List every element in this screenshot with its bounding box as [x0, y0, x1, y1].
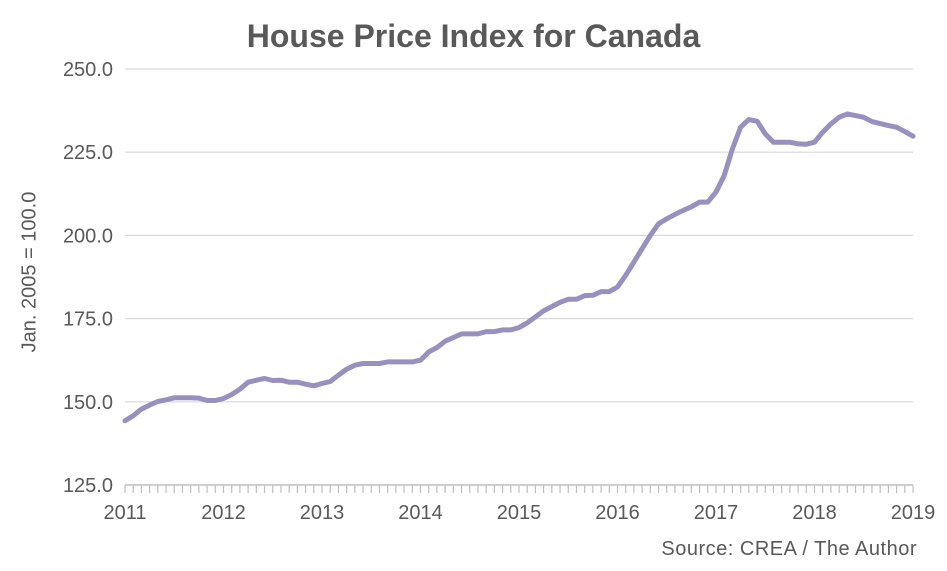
x-tick-labels: 2011 2012 2013 2014 2015 2016 2017 2018 2019 [103, 502, 935, 524]
x-tick-label: 2013 [300, 502, 345, 524]
series-layer [122, 111, 916, 424]
y-tick-label: 150.0 [63, 392, 113, 414]
y-tick-label: 125.0 [63, 475, 113, 497]
gridlines [125, 68, 913, 403]
x-tick-label: 2017 [694, 502, 739, 524]
x-tick-label: 2011 [103, 502, 146, 524]
y-tick-label: 200.0 [63, 225, 113, 247]
x-tick-label: 2018 [792, 502, 837, 524]
x-tick-label: 2019 [891, 502, 936, 524]
x-tick-label: 2016 [595, 502, 640, 524]
x-tick-label: 2014 [398, 502, 443, 524]
chart-title: House Price Index for Canada [246, 18, 701, 54]
y-tick-label: 250.0 [63, 59, 113, 81]
x-tick-label: 2015 [497, 502, 542, 524]
y-tick-label: 225.0 [63, 142, 113, 164]
series-line-hpi [122, 111, 916, 424]
x-axis [124, 484, 914, 493]
y-tick-label: 175.0 [63, 309, 113, 331]
y-tick-labels: 125.0 150.0 175.0 200.0 225.0 250.0 [63, 59, 113, 497]
source-note: Source: CREA / The Author [661, 538, 917, 560]
x-tick-label: 2012 [201, 502, 246, 524]
